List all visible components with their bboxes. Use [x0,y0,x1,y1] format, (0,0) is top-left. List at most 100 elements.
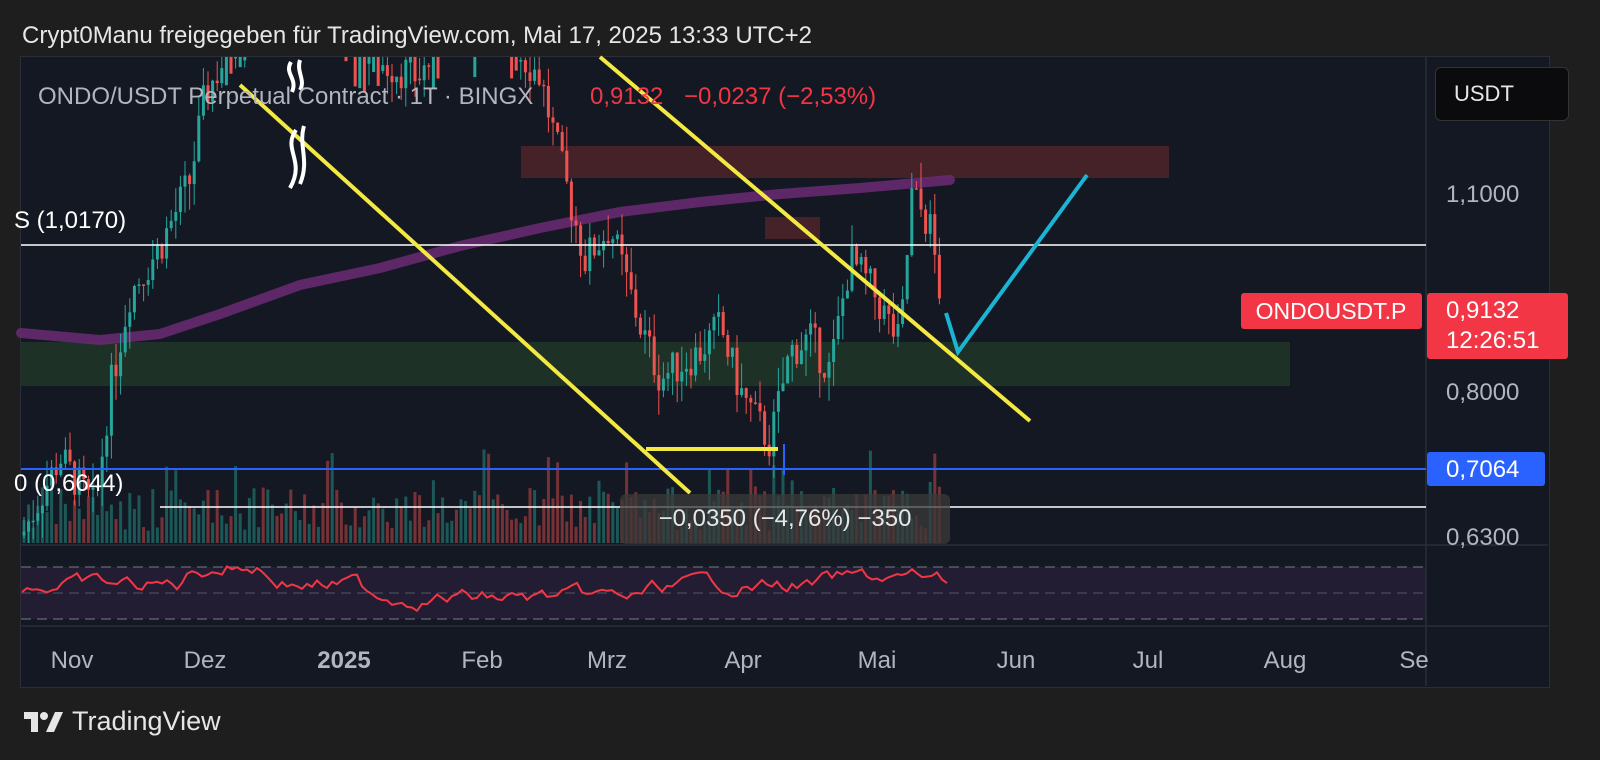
candle-body [772,411,776,457]
measure-label-bg [620,494,950,544]
volume-bar [482,449,486,543]
volume-bar [321,503,325,543]
volume-bar [330,453,334,543]
volume-bar [574,526,578,543]
candle-body [661,378,665,391]
candle-body [119,352,123,377]
candle-body [73,461,77,495]
candle-body [142,284,146,286]
volume-bar [413,491,417,543]
candle-body [822,373,826,378]
tradingview-logo-icon [24,711,63,732]
volume-bar [500,504,504,543]
candle-body [910,188,914,256]
volume-bar [353,507,357,543]
candle-body [758,403,762,412]
candle-body [698,347,702,361]
volume-bar [615,508,619,543]
time-tick-label: Mrz [587,647,627,674]
candle-body [473,57,477,78]
candle-body [45,485,49,506]
candle-body [165,228,169,259]
candle-body [643,330,647,335]
candle-body [192,161,196,185]
volume-bar [335,489,339,543]
candle-body [367,57,371,64]
volume-bar [307,523,311,543]
resistance-zone [521,146,1169,178]
ma-line [16,175,955,346]
volume-bar [252,488,256,543]
candle-body [528,72,532,81]
candle-body [565,150,569,182]
candle-body [399,76,403,89]
candle-body [27,521,31,532]
candle-body [726,334,730,357]
volume-bar [602,491,606,543]
candle-body [422,65,426,81]
volume-bar [54,524,58,543]
volume-bar [611,502,615,543]
volume-bar [284,503,288,543]
candle-body [615,234,619,240]
volume-bar [50,486,54,543]
time-tick-label: Jun [997,647,1036,674]
volume-bar [91,497,95,543]
candle-body [151,259,155,281]
volume-bar [165,466,169,543]
volume-bar [151,489,155,543]
volume-bar [528,488,532,543]
candle-body [790,344,794,357]
candle-body [238,57,242,68]
volume-bar [597,480,601,543]
candle-body [390,75,394,83]
footer-brand: TradingView [72,706,221,736]
candle-body [671,352,675,374]
candles [22,57,941,543]
candle-body [703,354,707,361]
time-tick-label: Jul [1133,647,1164,674]
candle-body [169,220,173,229]
volume-bar [183,502,187,543]
price-tag-bg [1427,293,1568,359]
candle-body [611,239,615,244]
candle-body [206,85,210,102]
volume-bar [132,509,136,543]
volume-bar [372,497,376,543]
candle-body [436,57,440,79]
currency-button[interactable]: USDT [1435,67,1569,121]
volume-bar [100,478,104,543]
candle-body [786,356,790,384]
volume-bar [551,498,555,543]
candle-body [638,317,642,335]
time-tick-label: Se [1399,647,1428,674]
volume-bar [142,527,146,543]
candle-body [919,188,923,210]
candle-body [197,115,201,162]
footer: TradingView [22,706,221,737]
volume-bar [431,480,435,543]
volume-bar [395,498,399,543]
candle-body [730,347,734,357]
candle-body [896,323,900,337]
volume-bar [201,500,205,543]
volume-bar [178,499,182,543]
level-label-upper: S (1,0170) [14,207,126,234]
price-tick-label: 0,6300 [1446,524,1519,551]
volume-bar [546,457,550,543]
candle-body [229,57,233,74]
rsi-line [21,565,948,613]
volume-bar [454,509,458,543]
candle-body [749,397,753,403]
candle-body [519,60,523,62]
volume-bar [579,500,583,543]
candle-body [569,181,573,221]
volume-bar [206,490,210,543]
volume-bar [349,525,353,543]
candle-body [128,312,132,327]
volume-bar [381,508,385,543]
candle-body [418,78,422,81]
candle-body [804,334,808,351]
blue-price-tag: 0,7064 [1446,456,1519,483]
